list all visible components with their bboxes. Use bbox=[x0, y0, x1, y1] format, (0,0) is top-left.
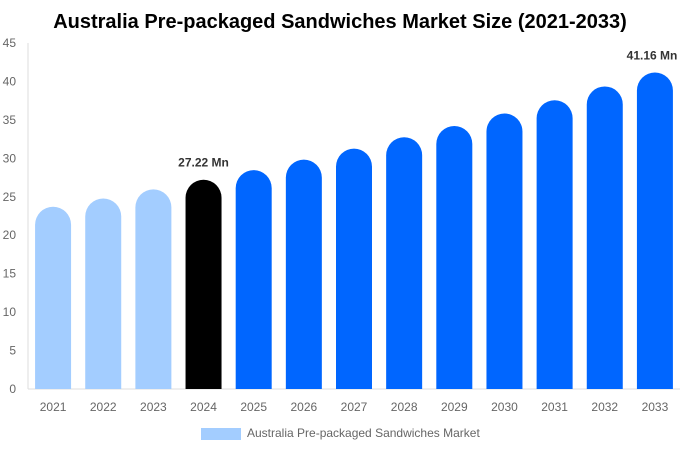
data-label-2033: 41.16 Mn bbox=[627, 49, 678, 63]
bar-2032[interactable] bbox=[586, 86, 623, 389]
x-tick-label: 2033 bbox=[642, 400, 669, 414]
y-tick-label: 5 bbox=[9, 344, 16, 358]
y-tick-label: 20 bbox=[3, 228, 17, 242]
y-tick-label: 30 bbox=[3, 151, 17, 165]
x-tick-label: 2028 bbox=[391, 400, 418, 414]
x-tick-label: 2032 bbox=[591, 400, 618, 414]
legend[interactable]: Australia Pre-packaged Sandwiches Market bbox=[201, 426, 480, 440]
data-label-2024: 27.22 Mn bbox=[178, 156, 229, 170]
x-tick-label: 2021 bbox=[40, 400, 67, 414]
legend-swatch bbox=[201, 428, 241, 440]
bar-2024[interactable] bbox=[185, 179, 222, 389]
legend-label: Australia Pre-packaged Sandwiches Market bbox=[247, 426, 480, 440]
bar-2029[interactable] bbox=[436, 125, 473, 389]
bar-2028[interactable] bbox=[386, 137, 423, 389]
x-tick-label: 2031 bbox=[541, 400, 568, 414]
y-tick-label: 25 bbox=[3, 190, 17, 204]
x-tick-label: 2024 bbox=[190, 400, 217, 414]
x-tick-label: 2023 bbox=[140, 400, 167, 414]
chart-title: Australia Pre-packaged Sandwiches Market… bbox=[53, 11, 627, 33]
bar-2033[interactable] bbox=[636, 72, 673, 389]
x-tick-label: 2030 bbox=[491, 400, 518, 414]
bar-2027[interactable] bbox=[336, 148, 372, 389]
bar-2023[interactable] bbox=[135, 189, 172, 389]
bar-2030[interactable] bbox=[486, 113, 523, 389]
y-tick-label: 40 bbox=[3, 74, 17, 88]
x-tick-label: 2026 bbox=[290, 400, 317, 414]
bar-2022[interactable] bbox=[85, 198, 122, 389]
x-tick-label: 2022 bbox=[90, 400, 117, 414]
y-tick-label: 10 bbox=[3, 305, 17, 319]
y-tick-label: 0 bbox=[9, 382, 16, 396]
y-tick-label: 45 bbox=[3, 36, 17, 50]
bar-2031[interactable] bbox=[536, 100, 573, 390]
y-tick-label: 35 bbox=[3, 113, 17, 127]
x-tick-label: 2029 bbox=[441, 400, 468, 414]
y-tick-label: 15 bbox=[3, 267, 17, 281]
bar-2021[interactable] bbox=[35, 206, 72, 389]
bar-2025[interactable] bbox=[235, 170, 272, 389]
bar-2026[interactable] bbox=[285, 159, 322, 389]
x-tick-label: 2025 bbox=[240, 400, 267, 414]
x-tick-label: 2027 bbox=[341, 400, 368, 414]
